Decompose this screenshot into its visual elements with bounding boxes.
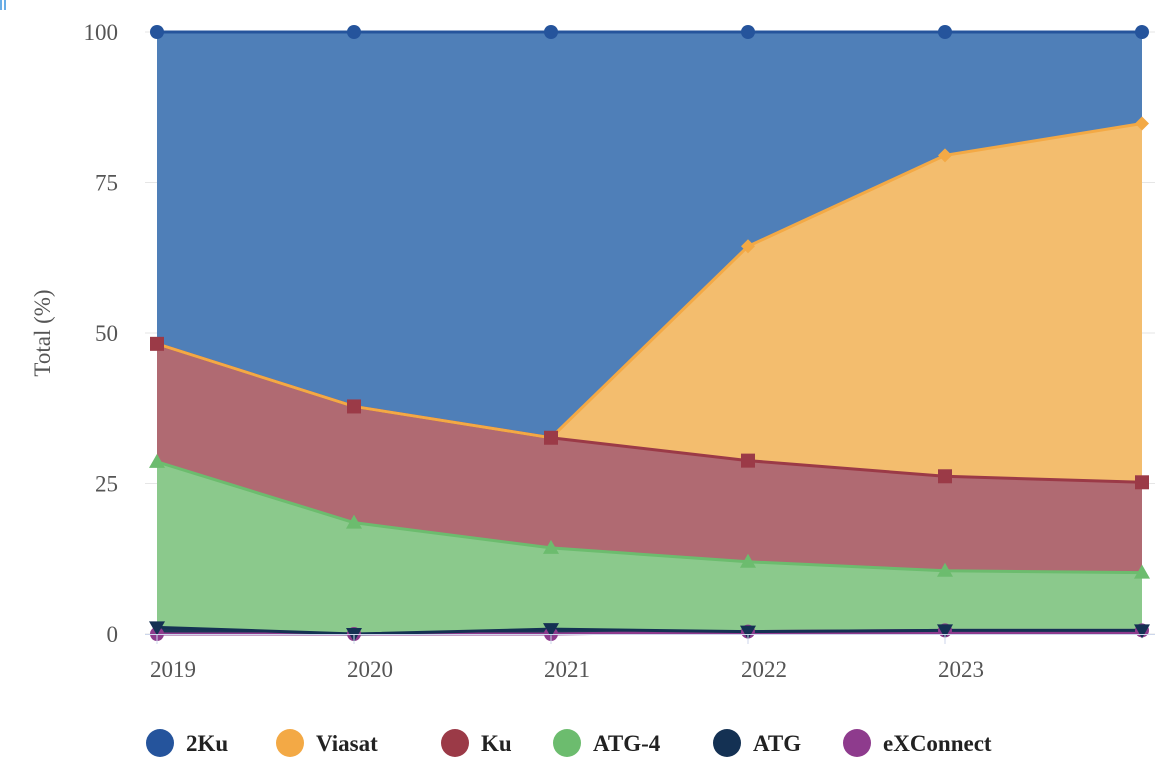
y-tick-label: 50: [95, 321, 118, 346]
data-point-2ku[interactable]: [544, 25, 558, 39]
y-tick-label: 75: [95, 171, 118, 196]
series-markers: [149, 25, 1150, 642]
data-point-atg[interactable]: [149, 621, 165, 636]
area-viasat: [157, 123, 1142, 483]
data-point-atg-4[interactable]: [937, 562, 953, 577]
data-point-atg-4[interactable]: [543, 539, 559, 554]
legend-item-atg[interactable]: ATG: [713, 729, 801, 757]
area-atg-4: [157, 461, 1142, 634]
legend-label: ATG-4: [593, 731, 661, 756]
legend-swatch: [441, 729, 469, 757]
area-ku: [157, 343, 1142, 573]
series-areas: [157, 32, 1142, 634]
data-point-2ku[interactable]: [938, 25, 952, 39]
data-point-viasat[interactable]: [1135, 116, 1149, 131]
legend-item-ku[interactable]: Ku: [441, 729, 512, 757]
legend-swatch: [276, 729, 304, 757]
data-point-atg[interactable]: [543, 623, 559, 638]
legend-item-viasat[interactable]: Viasat: [276, 729, 378, 757]
data-point-atg[interactable]: [1134, 624, 1150, 639]
x-tick-label: 2019: [150, 657, 196, 682]
legend[interactable]: 2Ku Viasat Ku ATG-4 ATG eXConnect: [146, 729, 992, 757]
legend-swatch: [843, 729, 871, 757]
data-point-atg[interactable]: [740, 625, 756, 640]
area-2ku: [157, 32, 1142, 438]
y-tick-label: 100: [84, 20, 119, 45]
data-point-ku[interactable]: [150, 336, 164, 351]
data-point-2ku[interactable]: [1135, 25, 1149, 39]
legend-item-2ku[interactable]: 2Ku: [146, 729, 228, 757]
data-point-ku[interactable]: [347, 399, 361, 414]
legend-label: ATG: [753, 731, 801, 756]
legend-swatch: [146, 729, 174, 757]
series-lines: [156, 30, 1143, 636]
data-point-atg-4[interactable]: [346, 514, 362, 529]
x-tick-label: 2020: [347, 657, 393, 682]
data-point-ku[interactable]: [544, 430, 558, 445]
corner-mark: [0, 0, 6, 10]
data-point-2ku[interactable]: [150, 25, 164, 39]
data-point-atg[interactable]: [937, 624, 953, 639]
legend-item-exconnect[interactable]: eXConnect: [843, 729, 992, 757]
data-point-viasat[interactable]: [741, 239, 755, 254]
data-point-2ku[interactable]: [347, 25, 361, 39]
data-point-ku[interactable]: [1135, 475, 1149, 490]
data-point-ku[interactable]: [741, 453, 755, 468]
line-atg-4: [156, 460, 1143, 575]
line-viasat: [156, 122, 1143, 440]
x-tick-label: 2021: [544, 657, 590, 682]
x-tick-label: 2022: [741, 657, 787, 682]
y-tick-label: 25: [95, 472, 118, 497]
legend-label: eXConnect: [883, 731, 992, 756]
legend-label: 2Ku: [186, 731, 228, 756]
legend-label: Ku: [481, 731, 512, 756]
legend-swatch: [713, 729, 741, 757]
data-point-ku[interactable]: [938, 469, 952, 484]
legend-swatch: [553, 729, 581, 757]
data-point-atg-4[interactable]: [1134, 564, 1150, 579]
data-point-atg-4[interactable]: [740, 553, 756, 568]
data-point-viasat[interactable]: [938, 148, 952, 163]
x-tick-label: 2023: [938, 657, 984, 682]
axes: Total (%) 0 25 50 75 100 2019 2020 2021 2022 2023: [30, 20, 1155, 682]
legend-label: Viasat: [316, 731, 378, 756]
legend-item-atg-4[interactable]: ATG-4: [553, 729, 661, 757]
y-axis-title: Total (%): [30, 289, 55, 376]
data-point-2ku[interactable]: [741, 25, 755, 39]
line-atg: [156, 625, 1142, 636]
y-tick-label: 0: [107, 622, 119, 647]
data-point-atg-4[interactable]: [149, 453, 165, 468]
